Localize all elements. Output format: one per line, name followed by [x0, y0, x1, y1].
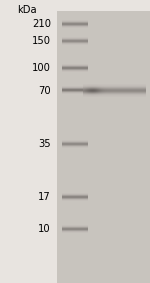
- Text: 210: 210: [32, 19, 51, 29]
- Text: kDa: kDa: [17, 5, 37, 15]
- Text: 70: 70: [38, 85, 51, 96]
- Text: 150: 150: [32, 36, 51, 46]
- Text: 17: 17: [38, 192, 51, 202]
- Text: 35: 35: [38, 139, 51, 149]
- Text: 100: 100: [32, 63, 51, 73]
- Bar: [57, 11, 150, 283]
- Text: 10: 10: [38, 224, 51, 234]
